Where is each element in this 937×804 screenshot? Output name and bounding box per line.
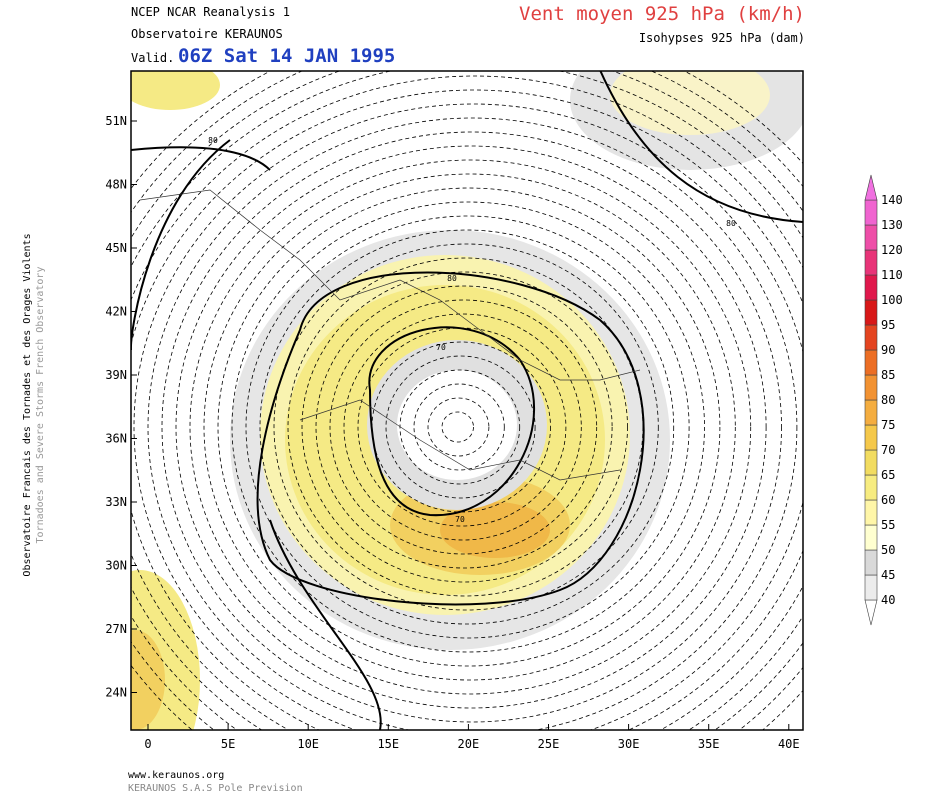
isohypse [259, 229, 675, 625]
colorbar-label: 95 [881, 318, 895, 332]
lat-label: 36N [105, 432, 127, 446]
lon-label: 0 [144, 737, 151, 751]
observatory: Observatoire KERAUNOS [131, 27, 283, 41]
footer-company: KERAUNOS S.A.S Pole Prevision [128, 783, 303, 794]
lat-label: 45N [105, 241, 127, 255]
colorbar-label: 120 [881, 243, 903, 257]
isohypse [315, 285, 613, 569]
lat-label: 51N [105, 114, 127, 128]
isohypse [131, 75, 803, 730]
source: NCEP NCAR Reanalysis 1 [131, 5, 290, 19]
sidebar-en: Tornadoes and Severe Storms French Obser… [35, 267, 46, 544]
isohypse [217, 187, 721, 667]
colorbar-band [864, 524, 878, 551]
lon-label: 40E [778, 737, 800, 751]
lon-label: 25E [538, 737, 560, 751]
valid-time: 06Z Sat 14 JAN 1995 [178, 45, 395, 67]
lon-label: 35E [698, 737, 720, 751]
contour-label: 70 [455, 515, 465, 524]
lat-label: 42N [105, 305, 127, 319]
colorbar-band [864, 399, 878, 426]
colorbar-band [864, 499, 878, 526]
contour-label: 80 [726, 219, 736, 228]
colorbar-high [864, 174, 878, 201]
map-title: Vent moyen 925 hPa (km/h) [519, 3, 805, 25]
colorbar-label: 45 [881, 568, 895, 582]
isohypse [161, 131, 782, 723]
colorbar-band [864, 274, 878, 301]
lat-label: 24N [105, 686, 127, 700]
colorbar-label: 70 [881, 443, 895, 457]
colorbar-label: 110 [881, 268, 903, 282]
isohypse [385, 355, 536, 499]
colorbar-low [864, 599, 878, 626]
map-field [131, 71, 803, 730]
isohypse [231, 201, 705, 653]
colorbar-label: 100 [881, 293, 903, 307]
footer-url: www.keraunos.org [128, 770, 224, 781]
isohypse [133, 103, 803, 730]
colorbar-label: 140 [881, 193, 903, 207]
lat-label: 48N [105, 178, 127, 192]
isohypse [189, 159, 752, 695]
colorbar-band [864, 349, 878, 376]
isohypse [329, 299, 598, 555]
isohypse [441, 411, 474, 443]
colorbar-band [864, 549, 878, 576]
valid-prefix: Valid. [131, 51, 174, 65]
isohypse [301, 271, 628, 583]
contour-label: 80 [208, 136, 218, 145]
colorbar-label: 75 [881, 418, 895, 432]
colorbar-band [864, 299, 878, 326]
colorbar-band [864, 324, 878, 351]
isohypse [147, 117, 798, 730]
colorbar-band [864, 374, 878, 401]
lat-label: 27N [105, 622, 127, 636]
isohypse [175, 145, 767, 709]
colorbar-label: 85 [881, 368, 895, 382]
colorbar-band [864, 574, 878, 601]
colorbar-label: 65 [881, 468, 895, 482]
colorbar-label: 60 [881, 493, 895, 507]
colorbar-band [864, 224, 878, 251]
contour-label: 70 [436, 343, 446, 352]
lon-label: 30E [618, 737, 640, 751]
colorbar-label: 130 [881, 218, 903, 232]
colorbar-band [864, 249, 878, 276]
sidebar-fr: Observatoire Francais des Tornades et de… [22, 233, 33, 576]
colorbar-band [864, 449, 878, 476]
isohypse [343, 313, 582, 541]
colorbar-label: 55 [881, 518, 895, 532]
lon-label: 5E [221, 737, 235, 751]
colorbar-band [864, 474, 878, 501]
contour-label: 80 [447, 274, 457, 283]
colorbar-label: 40 [881, 593, 895, 607]
lat-label: 39N [105, 368, 127, 382]
map-frame [130, 70, 804, 731]
lon-label: 15E [377, 737, 399, 751]
lat-label: 30N [105, 559, 127, 573]
colorbar-label: 80 [881, 393, 895, 407]
isohypse [131, 89, 803, 730]
colorbar-label: 90 [881, 343, 895, 357]
isohypse [427, 397, 490, 457]
isohypse [245, 215, 690, 639]
colorbar-band [864, 199, 878, 226]
lon-label: 10E [297, 737, 319, 751]
colorbar-band [864, 424, 878, 451]
map-subtitle: Isohypses 925 hPa (dam) [639, 31, 805, 45]
isohypse [413, 383, 505, 471]
lon-label: 20E [458, 737, 480, 751]
isohypse [273, 243, 659, 611]
colorbar-label: 50 [881, 543, 895, 557]
isohypse [203, 173, 736, 681]
lat-label: 33N [105, 495, 127, 509]
